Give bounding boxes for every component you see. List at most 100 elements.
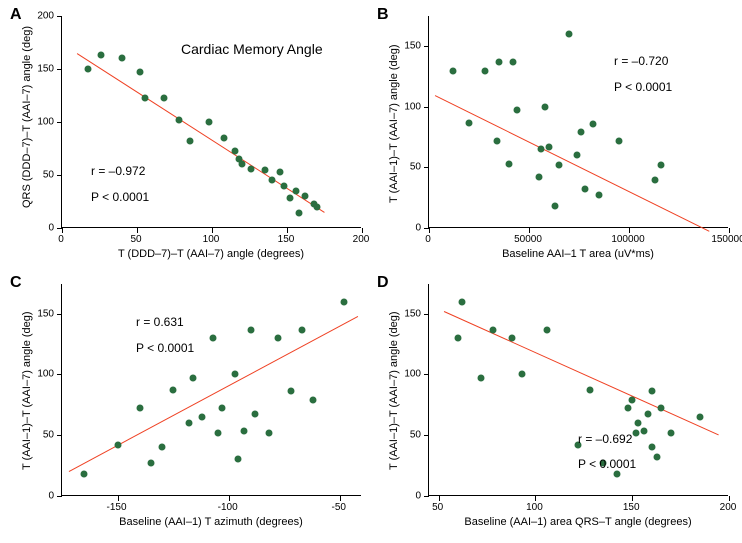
data-point [625, 405, 632, 412]
y-tick [57, 314, 62, 315]
x-axis-label: Baseline (AAI–1) T azimuth (degrees) [119, 516, 303, 528]
y-tick-label: 150 [404, 41, 421, 52]
data-point [590, 120, 597, 127]
data-point [170, 387, 177, 394]
data-point [214, 429, 221, 436]
y-axis-label: T (AAI–1)–T (AAI–7) angle (deg) [388, 44, 400, 203]
y-tick [424, 107, 429, 108]
panel-letter: A [10, 6, 22, 24]
data-point [509, 335, 516, 342]
x-tick-label: 150000 [711, 234, 742, 245]
x-tick-label: 150 [623, 502, 640, 513]
data-point [276, 168, 283, 175]
data-point [261, 166, 268, 173]
chart-annotation: Cardiac Memory Angle [181, 41, 323, 57]
x-axis-label: Baseline AAI–1 T area (uV*ms) [502, 248, 654, 260]
data-point [190, 374, 197, 381]
x-tick [118, 496, 119, 501]
data-point [287, 388, 294, 395]
data-point [252, 411, 259, 418]
data-point [455, 335, 462, 342]
panel-b: B050000100000150000050100150Baseline AAI… [373, 6, 736, 270]
data-point [538, 146, 545, 153]
y-tick [57, 16, 62, 17]
x-tick [729, 496, 730, 501]
data-point [310, 396, 317, 403]
y-tick-label: 0 [48, 223, 54, 234]
data-point [239, 161, 246, 168]
data-point [552, 203, 559, 210]
data-point [640, 428, 647, 435]
x-tick-label: 200 [720, 502, 737, 513]
y-tick [424, 167, 429, 168]
data-point [652, 176, 659, 183]
data-point [81, 470, 88, 477]
data-point [648, 388, 655, 395]
x-axis-label: Baseline (AAI–1) area QRS–T angle (degre… [464, 516, 691, 528]
data-point [658, 405, 665, 412]
data-point [542, 103, 549, 110]
data-point [596, 192, 603, 199]
data-point [247, 326, 254, 333]
x-tick [632, 496, 633, 501]
x-tick [229, 496, 230, 501]
data-point [629, 396, 636, 403]
data-point [546, 143, 553, 150]
panel-a: A050100150200050100150200T (DDD–7)–T (AA… [6, 6, 369, 270]
x-tick-label: 100 [203, 234, 220, 245]
data-point [314, 203, 321, 210]
data-point [658, 162, 665, 169]
plot-area [61, 284, 361, 496]
data-point [616, 137, 623, 144]
x-tick [529, 228, 530, 233]
panel-c: C-150-100-50050100150Baseline (AAI–1) T … [6, 274, 369, 538]
x-tick [429, 228, 430, 233]
y-tick-label: 200 [37, 11, 54, 22]
data-point [466, 119, 473, 126]
y-tick-label: 150 [404, 308, 421, 319]
data-point [186, 138, 193, 145]
data-point [574, 152, 581, 159]
y-tick [424, 314, 429, 315]
data-point [281, 182, 288, 189]
x-tick [439, 496, 440, 501]
y-tick [424, 435, 429, 436]
data-point [231, 147, 238, 154]
data-point [234, 456, 241, 463]
panel-letter: B [377, 6, 389, 24]
plot-area [428, 16, 728, 228]
data-point [633, 429, 640, 436]
y-tick-label: 0 [415, 490, 421, 501]
data-point [287, 195, 294, 202]
data-point [494, 137, 501, 144]
x-tick-label: -100 [218, 502, 238, 513]
data-point [578, 129, 585, 136]
y-tick [57, 175, 62, 176]
y-tick-label: 150 [37, 64, 54, 75]
x-tick-label: 100000 [611, 234, 644, 245]
x-tick-label: 50 [130, 234, 141, 245]
data-point [489, 326, 496, 333]
x-tick-label: 150 [278, 234, 295, 245]
x-tick-label: 50 [432, 502, 443, 513]
data-point [644, 411, 651, 418]
data-point [544, 326, 551, 333]
x-tick-label: 0 [425, 234, 431, 245]
data-point [302, 193, 309, 200]
panel-letter: D [377, 274, 389, 292]
y-tick [57, 122, 62, 123]
data-point [496, 59, 503, 66]
y-axis-label: T (AAI–1)–T (AAI–7) angle (deg) [388, 312, 400, 471]
figure-grid: A050100150200050100150200T (DDD–7)–T (AA… [0, 0, 742, 543]
x-tick-label: -50 [332, 502, 346, 513]
data-point [98, 52, 105, 59]
y-tick [57, 496, 62, 497]
data-point [510, 59, 517, 66]
y-tick [57, 228, 62, 229]
data-point [582, 186, 589, 193]
data-point [274, 335, 281, 342]
data-point [654, 453, 661, 460]
data-point [635, 419, 642, 426]
x-tick [729, 228, 730, 233]
x-tick [535, 496, 536, 501]
